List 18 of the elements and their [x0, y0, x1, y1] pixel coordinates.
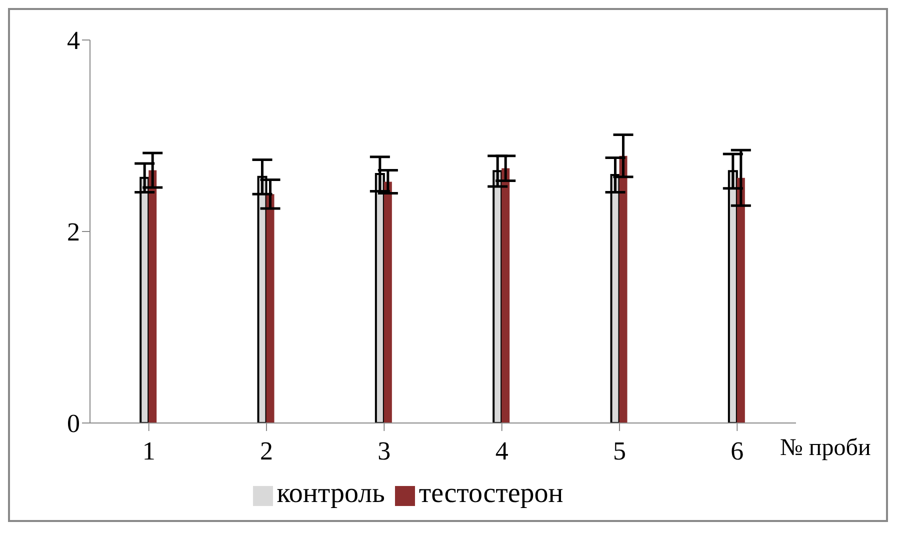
- y-tick-label: 0: [67, 409, 80, 438]
- bar: [619, 156, 628, 423]
- legend-label: тестостерон: [418, 478, 564, 509]
- y-tick-label: 2: [67, 218, 80, 247]
- y-tick-label: 4: [67, 26, 80, 56]
- x-tick-label: 6: [730, 436, 744, 466]
- x-tick-label: 5: [613, 436, 626, 466]
- x-tick-label: 1: [142, 436, 156, 466]
- bar: [266, 194, 274, 423]
- bar: [736, 178, 745, 423]
- x-tick-label: 4: [495, 436, 508, 466]
- x-tick-label: 2: [260, 436, 273, 466]
- bar: [148, 170, 157, 423]
- x-tick-label: 3: [378, 436, 391, 466]
- bar: [502, 168, 510, 423]
- bar: [384, 182, 392, 423]
- legend-label: контроль: [276, 478, 385, 509]
- x-axis-title: № проби: [780, 435, 871, 462]
